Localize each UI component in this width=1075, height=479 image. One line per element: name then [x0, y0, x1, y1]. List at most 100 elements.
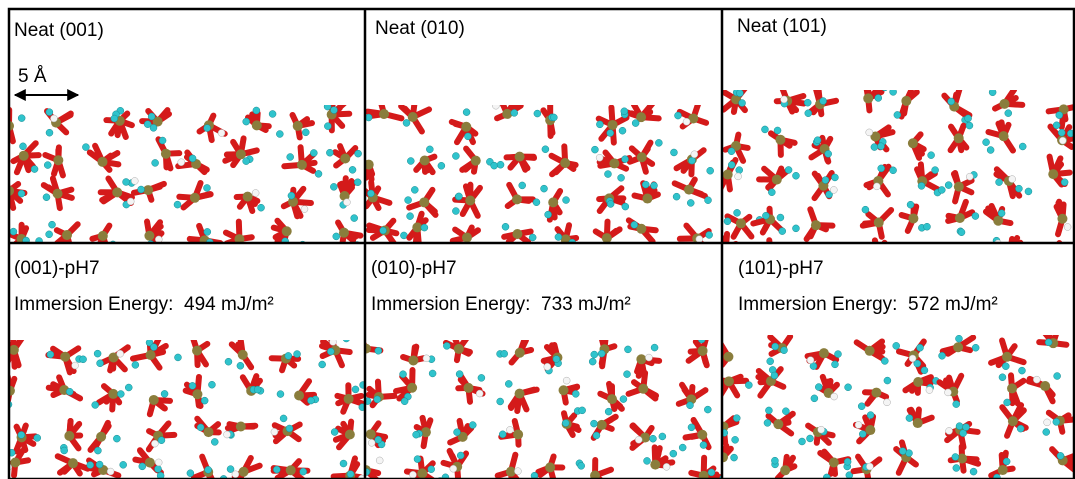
atom [287, 153, 294, 160]
atom [374, 396, 381, 403]
atom [684, 185, 694, 195]
atom [1058, 129, 1065, 136]
atom [512, 194, 522, 204]
atom [859, 245, 866, 252]
atom [368, 439, 375, 446]
atom [878, 143, 885, 150]
atom [506, 426, 513, 433]
atom [591, 146, 598, 153]
atom [429, 370, 436, 377]
atom [345, 430, 355, 440]
atom [236, 149, 246, 159]
atom [774, 127, 781, 134]
atom [781, 347, 788, 354]
atom [771, 372, 778, 379]
atom [830, 186, 837, 193]
atom [152, 159, 159, 166]
atom [519, 182, 526, 189]
atom [645, 354, 652, 361]
atom [899, 448, 906, 455]
atom [239, 244, 246, 251]
atom [96, 461, 103, 468]
bond [951, 253, 962, 254]
atom [288, 192, 295, 199]
atom [819, 348, 829, 358]
atom [515, 152, 525, 162]
atom [999, 374, 1006, 381]
atom [824, 255, 834, 265]
atom [609, 158, 619, 168]
atom [131, 177, 138, 184]
atom [736, 167, 743, 174]
atom [123, 178, 130, 185]
atom [501, 350, 508, 357]
atom [805, 110, 812, 117]
atom [604, 171, 611, 178]
atom [401, 398, 408, 405]
atom [379, 109, 389, 119]
atom [642, 194, 652, 204]
atom [232, 471, 239, 478]
panel-molecules [353, 334, 727, 479]
atom [996, 179, 1003, 186]
atom [271, 428, 278, 435]
atom [420, 156, 430, 166]
atom [277, 391, 284, 398]
atom [611, 245, 618, 252]
bond [917, 257, 923, 266]
atom [132, 361, 139, 368]
atom [471, 156, 481, 166]
atom [607, 394, 617, 404]
atom [204, 125, 211, 132]
atom [243, 192, 253, 202]
atom [906, 450, 913, 457]
bond [1057, 255, 1067, 257]
atom [731, 454, 738, 461]
atom [957, 248, 967, 258]
atom [875, 252, 885, 262]
atom [204, 228, 211, 235]
atom [834, 351, 841, 358]
atom [254, 386, 261, 393]
atom [239, 467, 249, 477]
atom [294, 351, 301, 358]
atom [831, 174, 838, 181]
atom [906, 415, 913, 422]
atom [512, 229, 522, 239]
atom [631, 221, 638, 228]
atom [98, 231, 108, 241]
atom [297, 160, 307, 170]
atom [203, 184, 210, 191]
atom [844, 458, 851, 465]
bond [923, 257, 933, 260]
atom [151, 440, 158, 447]
atom [243, 158, 250, 165]
atom [574, 250, 581, 257]
atom [908, 138, 918, 148]
atom [723, 170, 733, 180]
atom [562, 420, 569, 427]
atom [455, 193, 462, 200]
atom [893, 342, 900, 349]
atom [112, 187, 122, 197]
atom [310, 149, 317, 156]
atom [343, 335, 350, 342]
atom [875, 94, 882, 101]
atom [282, 226, 292, 236]
atom [461, 246, 468, 253]
atom [150, 344, 157, 351]
atom [841, 253, 848, 260]
atom [329, 338, 336, 345]
bond [1010, 239, 1012, 252]
atom [993, 216, 1003, 226]
atom [999, 99, 1009, 109]
atom [155, 459, 162, 466]
atom [187, 470, 194, 477]
atom [333, 233, 340, 240]
bond [880, 249, 889, 257]
atom [955, 335, 962, 342]
atom [46, 109, 53, 116]
atom [190, 193, 200, 203]
atom [956, 262, 963, 269]
atom [807, 435, 814, 442]
